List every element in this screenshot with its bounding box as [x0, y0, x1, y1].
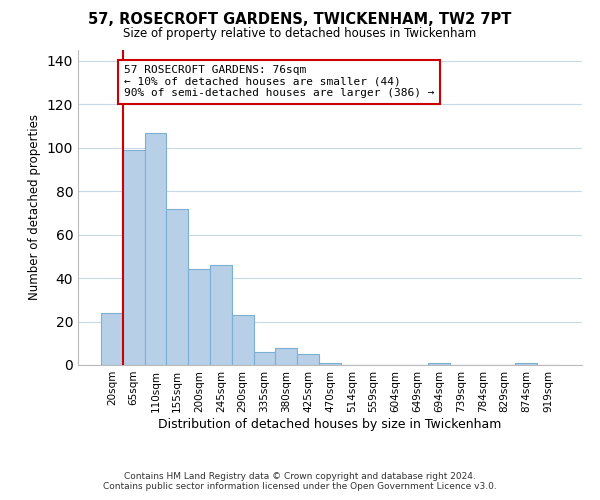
Bar	[319, 363, 341, 365]
X-axis label: Distribution of detached houses by size in Twickenham: Distribution of detached houses by size …	[158, 418, 502, 430]
Y-axis label: Number of detached properties: Number of detached properties	[28, 114, 41, 300]
Bar	[188, 270, 210, 365]
Bar	[101, 313, 123, 365]
Text: 57 ROSECROFT GARDENS: 76sqm
← 10% of detached houses are smaller (44)
90% of sem: 57 ROSECROFT GARDENS: 76sqm ← 10% of det…	[124, 65, 434, 98]
Text: 57, ROSECROFT GARDENS, TWICKENHAM, TW2 7PT: 57, ROSECROFT GARDENS, TWICKENHAM, TW2 7…	[88, 12, 512, 28]
Text: Size of property relative to detached houses in Twickenham: Size of property relative to detached ho…	[124, 28, 476, 40]
Bar	[297, 354, 319, 365]
Bar	[515, 363, 537, 365]
Bar	[166, 208, 188, 365]
Bar	[232, 315, 254, 365]
Text: Contains HM Land Registry data © Crown copyright and database right 2024.
Contai: Contains HM Land Registry data © Crown c…	[103, 472, 497, 491]
Bar	[210, 265, 232, 365]
Bar	[123, 150, 145, 365]
Bar	[428, 363, 450, 365]
Bar	[275, 348, 297, 365]
Bar	[145, 132, 166, 365]
Bar	[254, 352, 275, 365]
